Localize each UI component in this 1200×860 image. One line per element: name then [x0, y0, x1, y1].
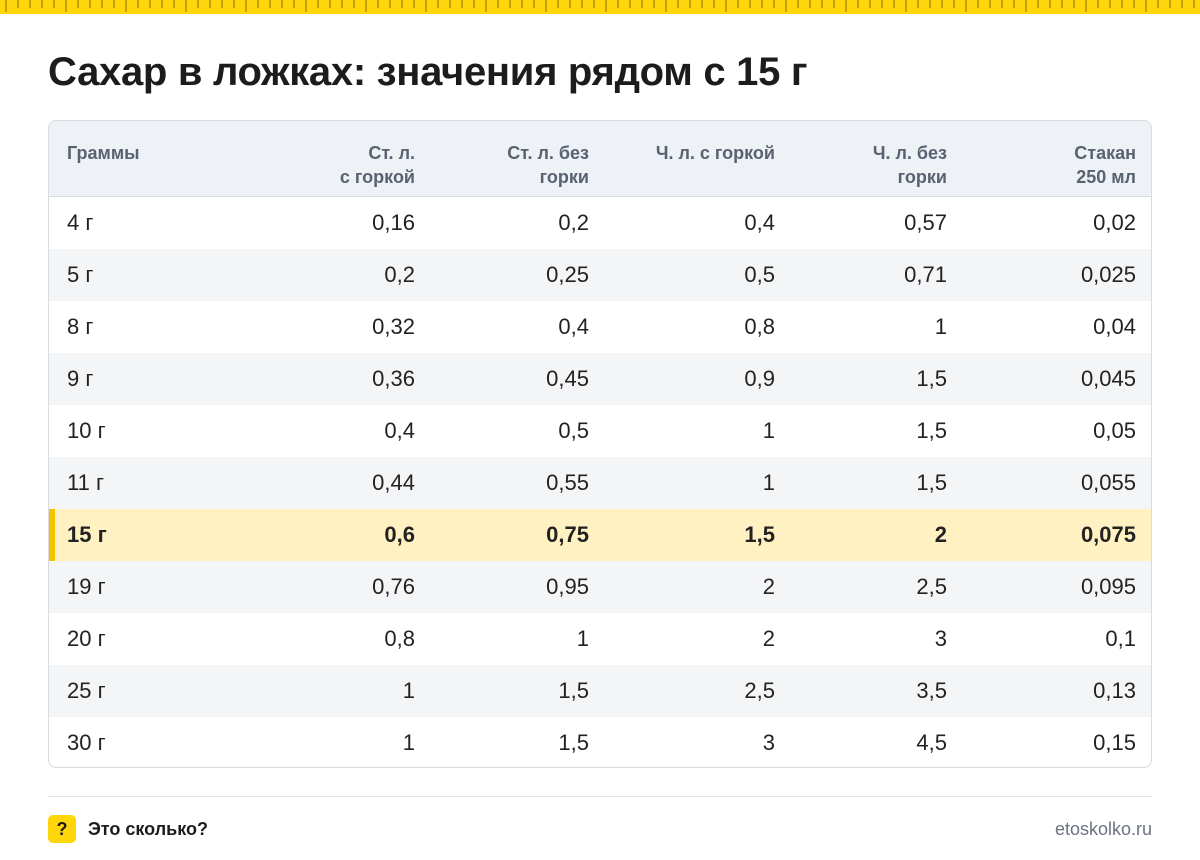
table-row: 20 г 0,8 1 2 3 0,1	[49, 613, 1151, 665]
table-cell: 0,44	[372, 470, 415, 495]
table-cell: 0,2	[558, 210, 589, 235]
table-cell: 1	[576, 626, 589, 651]
table-cell: 0,055	[1080, 470, 1136, 495]
table-cell: 2,5	[916, 574, 947, 599]
table-cell: 0,4	[384, 418, 415, 443]
table-cell: 1,5	[744, 522, 775, 547]
table-cell: 2	[762, 626, 775, 651]
table-cell: 0,6	[384, 522, 415, 547]
table-cell: 1	[402, 730, 415, 755]
header-glass-250ml: Стакан 250 мл	[1074, 143, 1136, 187]
page-title: Сахар в ложках: значения рядом с 15 г	[48, 50, 808, 94]
brand-name: Это сколько?	[88, 819, 208, 839]
table-cell: 0,04	[1093, 314, 1136, 339]
table-cell: 1,5	[558, 730, 589, 755]
table-cell: 0,55	[546, 470, 589, 495]
table-row: 19 г 0,76 0,95 2 2,5 0,095	[49, 561, 1151, 613]
table-row: 4 г 0,16 0,2 0,4 0,57 0,02	[49, 197, 1151, 249]
table-cell: 0,76	[372, 574, 415, 599]
table-cell: 0,75	[546, 522, 589, 547]
header-tsp-heaped: Ч. л. с горкой	[655, 143, 775, 163]
header-grams: Граммы	[67, 143, 140, 163]
table-cell: 0,1	[1105, 626, 1136, 651]
table-cell: 19 г	[67, 574, 106, 599]
table-row: 5 г 0,2 0,25 0,5 0,71 0,025	[49, 249, 1151, 301]
table-cell: 30 г	[67, 730, 106, 755]
table-cell: 0,05	[1093, 418, 1136, 443]
table-cell: 1	[934, 314, 947, 339]
table-cell: 0,4	[744, 210, 775, 235]
table-row: 9 г 0,36 0,45 0,9 1,5 0,045	[49, 353, 1151, 405]
table-cell: 1,5	[916, 418, 947, 443]
table-cell: 9 г	[67, 366, 94, 391]
table-cell: 11 г	[67, 470, 104, 495]
table-cell: 1	[762, 418, 775, 443]
table-row: 30 г 1 1,5 3 4,5 0,15	[49, 717, 1151, 767]
table-cell: 0,95	[546, 574, 589, 599]
table-cell: 0,57	[904, 210, 947, 235]
table-cell: 0,36	[372, 366, 415, 391]
table-cell: 0,4	[558, 314, 589, 339]
table-cell: 0,025	[1080, 262, 1136, 287]
ruler-ticks	[5, 0, 1195, 12]
table-cell: 1	[402, 678, 415, 703]
table-cell: 0,8	[384, 626, 415, 651]
table-cell: 0,71	[904, 262, 947, 287]
table-cell: 3,5	[916, 678, 947, 703]
table-cell: 20 г	[67, 626, 106, 651]
table-cell: 1,5	[916, 366, 947, 391]
table-cell: 1,5	[916, 470, 947, 495]
table-cell: 25 г	[67, 678, 106, 703]
table-cell: 3	[762, 730, 775, 755]
table-cell: 8 г	[67, 314, 94, 339]
table-cell: 0,9	[744, 366, 775, 391]
site-url[interactable]: etoskolko.ru	[1054, 819, 1152, 839]
table-cell: 0,15	[1093, 730, 1136, 755]
table-cell: 0,45	[546, 366, 589, 391]
table-cell: 5 г	[67, 262, 94, 287]
table-cell: 0,13	[1093, 678, 1136, 703]
table-row: 15 г 0,6 0,75 1,5 2 0,075	[49, 509, 1151, 561]
table-cell: 0,02	[1093, 210, 1136, 235]
table-header: Граммы Ст. л. с горкой Ст. л. без горки …	[49, 121, 1151, 197]
table-cell: 0,8	[744, 314, 775, 339]
table-cell: 1	[762, 470, 775, 495]
table-cell: 0,25	[546, 262, 589, 287]
table-cell: 2,5	[744, 678, 775, 703]
table-cell: 0,095	[1080, 574, 1136, 599]
header-tbsp-heaped: Ст. л. с горкой	[339, 143, 415, 187]
conversion-table: Граммы Ст. л. с горкой Ст. л. без горки …	[48, 120, 1152, 768]
table-cell: 15 г	[67, 522, 107, 547]
table-cell: 1,5	[558, 678, 589, 703]
table-cell: 0,16	[372, 210, 415, 235]
table-body: 4 г 0,16 0,2 0,4 0,57 0,02 5 г 0,2 0,25 0,5 0,71 0,…	[49, 197, 1151, 767]
table-row: 25 г 1 1,5 2,5 3,5 0,13	[49, 665, 1151, 717]
table-cell: 0,2	[384, 262, 415, 287]
table-cell: 2	[934, 522, 947, 547]
table-cell: 3	[934, 626, 947, 651]
header-tsp-level: Ч. л. без горки	[872, 143, 947, 187]
table-row: 11 г 0,44 0,55 1 1,5 0,055	[49, 457, 1151, 509]
table-cell: 0,5	[744, 262, 775, 287]
table-cell: 2	[762, 574, 775, 599]
header-tbsp-level: Ст. л. без горки	[507, 143, 589, 187]
table-cell: 0,5	[558, 418, 589, 443]
table-cell: 0,045	[1080, 366, 1136, 391]
table-cell: 0,32	[372, 314, 415, 339]
question-mark-icon: ?	[48, 815, 76, 843]
ruler-strip	[0, 0, 1200, 14]
footer-divider	[48, 796, 1152, 797]
table-cell: 10 г	[67, 418, 106, 443]
table-cell: 4 г	[67, 210, 94, 235]
table-cell: 4,5	[916, 730, 947, 755]
table-row: 10 г 0,4 0,5 1 1,5 0,05	[49, 405, 1151, 457]
table-row: 8 г 0,32 0,4 0,8 1 0,04	[49, 301, 1151, 353]
table-cell: 0,075	[1080, 522, 1136, 547]
